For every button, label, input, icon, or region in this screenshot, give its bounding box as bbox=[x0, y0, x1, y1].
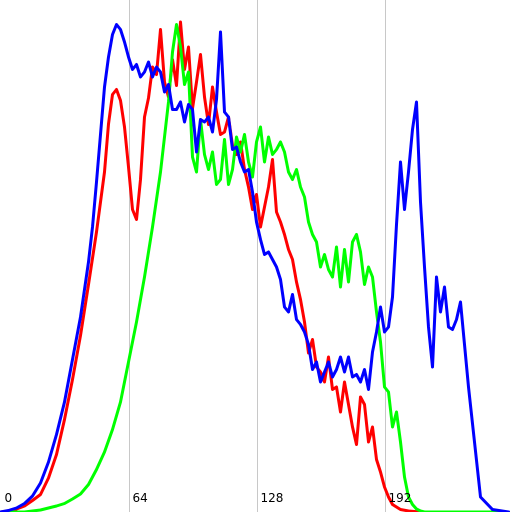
grid-lines bbox=[129, 0, 386, 512]
x-tick-label: 0 bbox=[5, 491, 13, 505]
x-tick-labels: 0 64 128 192 bbox=[5, 491, 412, 505]
histogram-series-1 bbox=[0, 23, 510, 512]
x-tick-label: 64 bbox=[133, 491, 148, 505]
series-lines bbox=[0, 20, 510, 512]
x-tick-label: 192 bbox=[389, 491, 412, 505]
histogram-series-2 bbox=[0, 23, 510, 512]
x-tick-label: 128 bbox=[261, 491, 284, 505]
